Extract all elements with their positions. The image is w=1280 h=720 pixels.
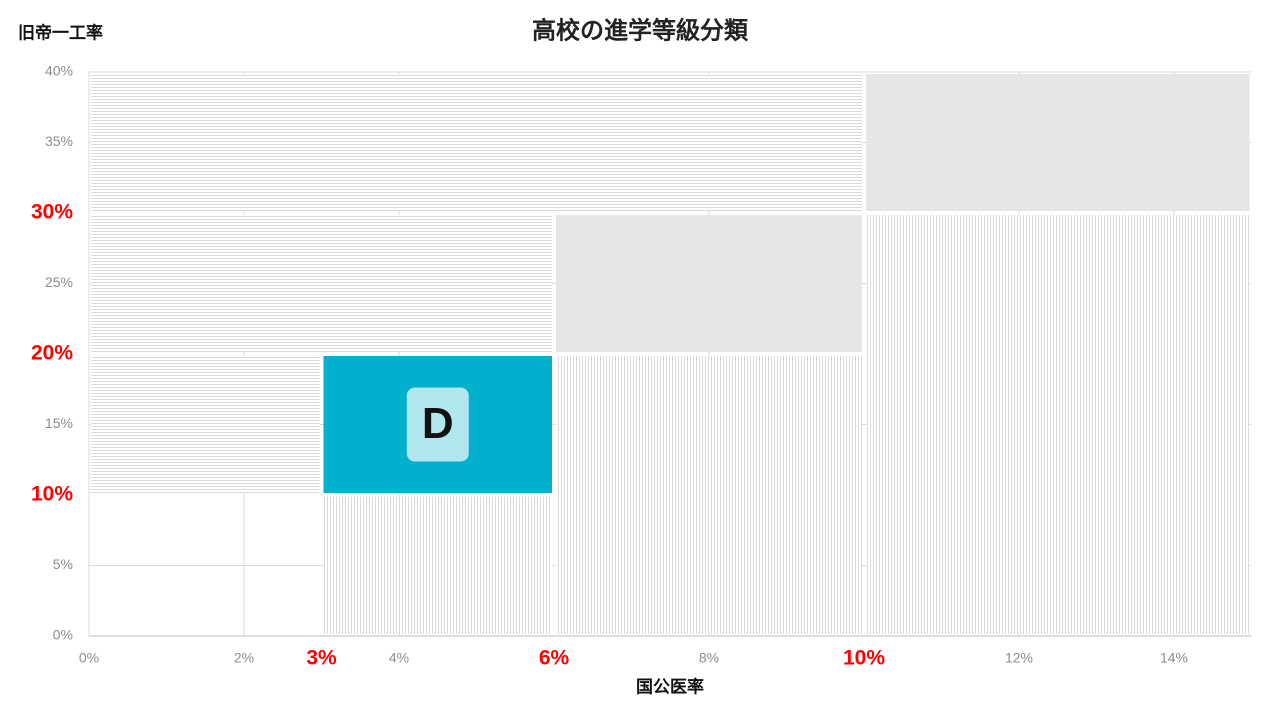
- region: [556, 215, 862, 352]
- y-axis-label: 旧帝一工率: [18, 22, 103, 42]
- x-highlight-tick-label: 6%: [539, 647, 570, 670]
- region-label-box: [406, 387, 469, 462]
- region: [323, 497, 552, 634]
- chart-title: 高校の進学等級分類: [532, 16, 749, 44]
- x-tick-label: 0%: [79, 650, 99, 666]
- x-tick-label: 4%: [389, 650, 409, 666]
- region: [866, 74, 1250, 211]
- x-tick-label: 12%: [1005, 650, 1033, 666]
- y-highlight-tick-label: 30%: [31, 201, 73, 224]
- x-highlight-tick-label: 3%: [306, 647, 337, 670]
- y-tick-label: 0%: [53, 627, 73, 643]
- y-highlight-tick-label: 10%: [31, 483, 73, 506]
- y-tick-label: 40%: [45, 63, 73, 79]
- y-tick-label: 5%: [53, 556, 73, 572]
- region-label: D: [422, 399, 454, 448]
- region: [91, 215, 552, 352]
- region: [556, 356, 862, 634]
- x-tick-label: 14%: [1160, 650, 1188, 666]
- y-tick-label: 35%: [45, 133, 73, 149]
- region: [91, 74, 862, 211]
- x-axis-label: 国公医率: [636, 676, 704, 696]
- x-tick-label: 8%: [699, 650, 719, 666]
- region: [91, 356, 320, 493]
- x-tick-label: 2%: [234, 650, 254, 666]
- x-highlight-tick-label: 10%: [843, 647, 885, 670]
- y-tick-label: 15%: [45, 415, 73, 431]
- y-tick-label: 25%: [45, 274, 73, 290]
- region: [866, 215, 1250, 634]
- y-highlight-tick-label: 20%: [31, 342, 73, 365]
